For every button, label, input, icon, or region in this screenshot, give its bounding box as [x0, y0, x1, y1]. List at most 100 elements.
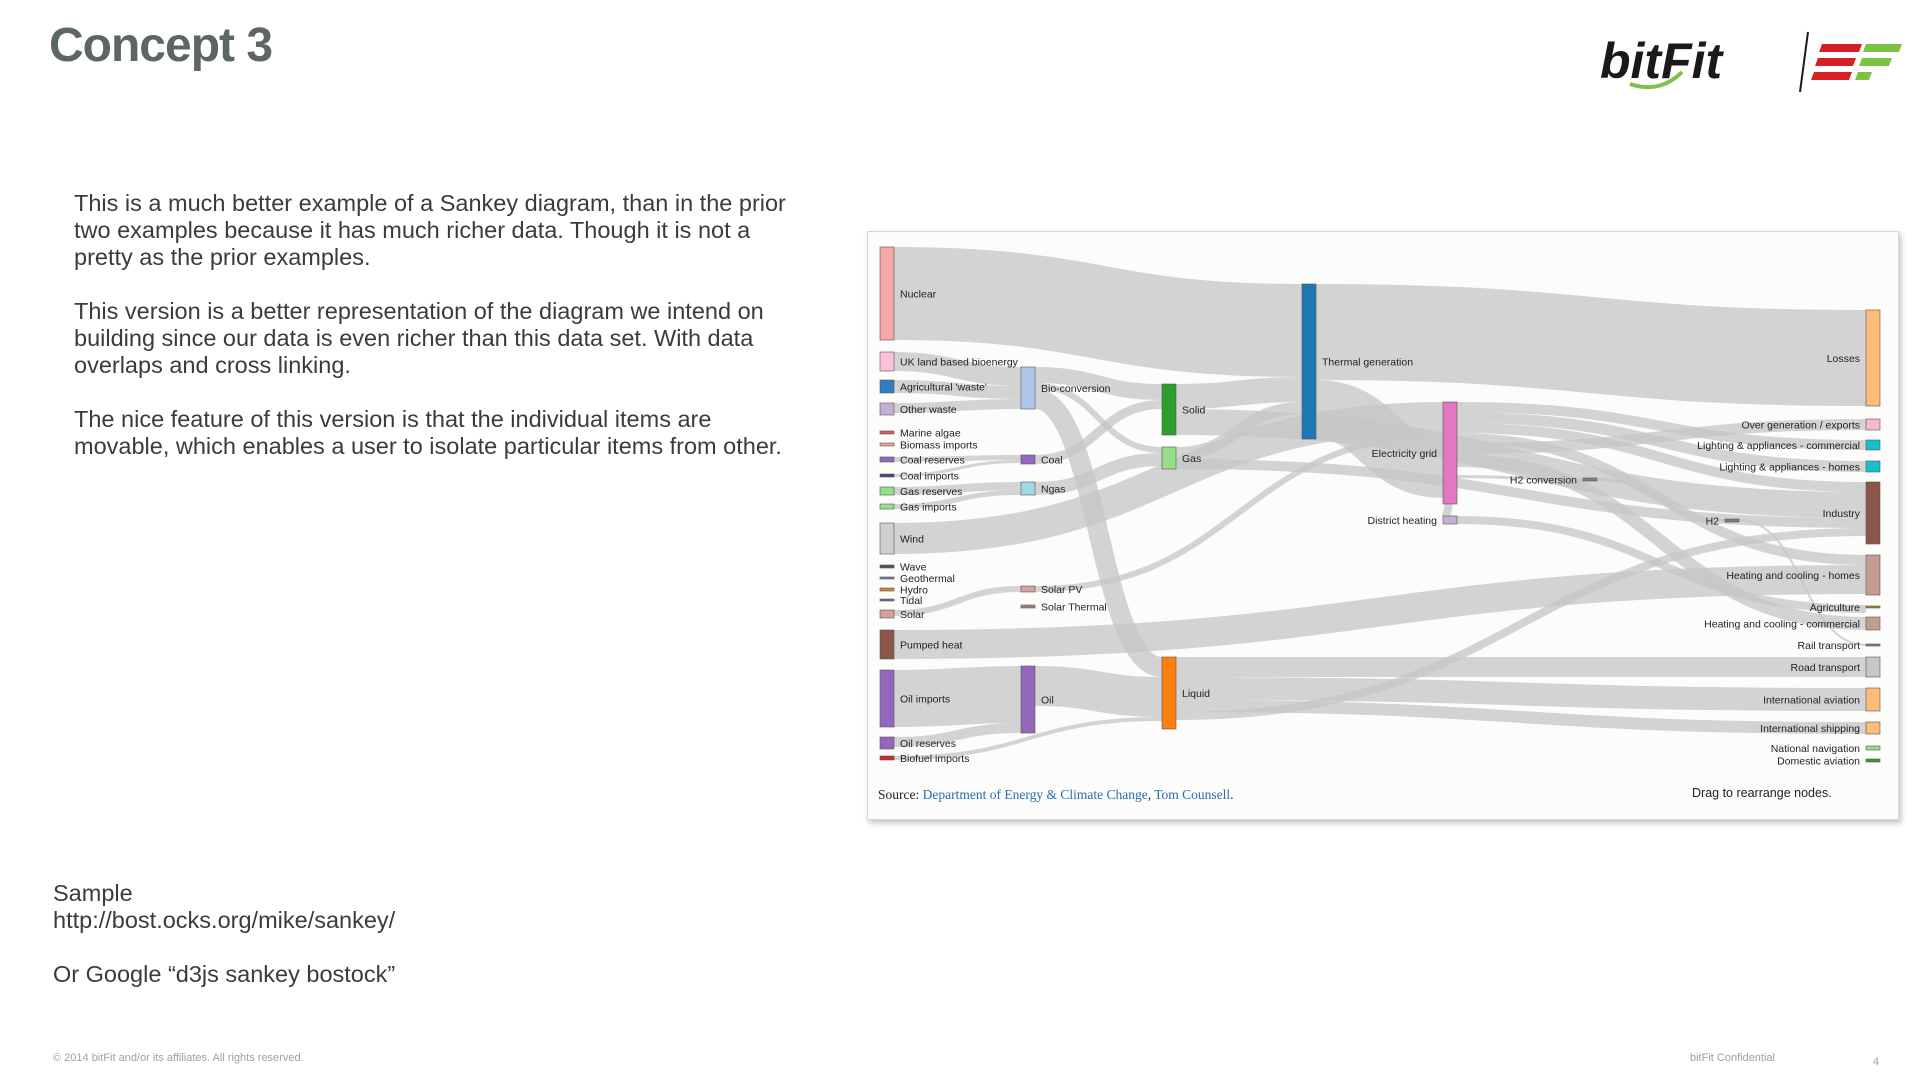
sankey-node-rect[interactable] — [879, 609, 895, 619]
sankey-node[interactable]: Lighting & appliances - homes — [1719, 460, 1881, 474]
sankey-node[interactable]: Heating and cooling - commercial — [1704, 616, 1881, 631]
sankey-node-rect[interactable] — [879, 473, 895, 478]
sankey-node-rect[interactable] — [1301, 283, 1317, 440]
sankey-node[interactable]: Biomass imports — [879, 440, 978, 452]
sankey-node[interactable]: Losses — [1827, 309, 1881, 407]
sankey-node[interactable]: Rail transport — [1798, 640, 1881, 652]
sankey-node[interactable]: Solid — [1161, 383, 1206, 436]
sankey-node[interactable]: Coal imports — [879, 471, 959, 483]
sankey-node-rect[interactable] — [1020, 585, 1036, 593]
sankey-node-rect[interactable] — [879, 576, 895, 580]
sankey-node[interactable]: Ngas — [1020, 481, 1066, 496]
sankey-node[interactable]: National navigation — [1771, 743, 1881, 755]
sankey-node-rect[interactable] — [1865, 687, 1881, 712]
sankey-node[interactable]: Solar — [879, 609, 925, 621]
sankey-node-rect[interactable] — [1020, 366, 1036, 410]
sankey-node[interactable]: Agriculture — [1810, 602, 1881, 614]
sankey-node-rect[interactable] — [879, 486, 895, 496]
sankey-node-rect[interactable] — [879, 402, 895, 416]
sankey-node[interactable]: Pumped heat — [879, 629, 963, 660]
sankey-node-rect[interactable] — [879, 755, 895, 761]
sankey-node[interactable]: Liquid — [1161, 656, 1210, 730]
sankey-node-rect[interactable] — [1582, 477, 1598, 482]
sankey-node-rect[interactable] — [879, 598, 895, 602]
sankey-node[interactable]: Road transport — [1791, 656, 1881, 678]
sankey-node[interactable]: International shipping — [1760, 721, 1881, 735]
sankey-node[interactable]: Electricity grid — [1372, 401, 1458, 505]
sankey-node-rect[interactable] — [879, 246, 895, 341]
sankey-node-rect[interactable] — [1865, 616, 1881, 631]
sankey-node-rect[interactable] — [879, 587, 895, 592]
sankey-node[interactable]: Other waste — [879, 402, 957, 416]
sankey-node-rect[interactable] — [1442, 401, 1458, 505]
sankey-node[interactable]: H2 conversion — [1510, 475, 1598, 487]
sankey-node[interactable]: Domestic aviation — [1777, 756, 1881, 768]
sankey-node[interactable]: Agricultural 'waste' — [879, 379, 987, 394]
sankey-node[interactable]: UK land based bioenergy — [879, 351, 1019, 372]
source-link-counsell[interactable]: Tom Counsell — [1154, 787, 1231, 802]
sankey-node-rect[interactable] — [879, 669, 895, 728]
sankey-node[interactable]: H2 — [1706, 516, 1740, 528]
sample-url[interactable]: http://bost.ocks.org/mike/sankey/ — [53, 907, 396, 933]
sankey-node[interactable]: International aviation — [1763, 687, 1881, 712]
sankey-node-rect[interactable] — [1161, 656, 1177, 730]
sankey-node-rect[interactable] — [1865, 745, 1881, 751]
sankey-node[interactable]: Coal — [1020, 454, 1063, 467]
sankey-node-rect[interactable] — [879, 736, 895, 750]
sankey-node[interactable]: Hydro — [879, 585, 928, 597]
sankey-node-rect[interactable] — [1865, 309, 1881, 407]
sankey-node-rect[interactable] — [1865, 656, 1881, 678]
sankey-node-rect[interactable] — [1442, 515, 1458, 525]
sankey-node-rect[interactable] — [1161, 383, 1177, 436]
sankey-node[interactable]: Thermal generation — [1301, 283, 1413, 440]
sankey-node[interactable]: Gas reserves — [879, 486, 962, 498]
sankey-node[interactable]: Oil reserves — [879, 736, 956, 750]
sankey-node-rect[interactable] — [879, 379, 895, 394]
sankey-node[interactable]: Wind — [879, 522, 924, 555]
sankey-node[interactable]: Solar PV — [1020, 584, 1082, 596]
sankey-node-rect[interactable] — [1020, 481, 1036, 496]
source-link-decc[interactable]: Department of Energy & Climate Change — [922, 787, 1148, 802]
sankey-node[interactable]: Coal reserves — [879, 455, 965, 467]
sankey-node[interactable]: Oil imports — [879, 669, 950, 728]
sankey-node-rect[interactable] — [879, 456, 895, 463]
sankey-node-rect[interactable] — [1724, 518, 1740, 523]
sankey-node-rect[interactable] — [1161, 446, 1177, 470]
sankey-node-rect[interactable] — [1865, 554, 1881, 596]
sankey-node[interactable]: Over generation / exports — [1742, 418, 1881, 432]
sankey-node-rect[interactable] — [1865, 758, 1881, 763]
sankey-node[interactable]: Tidal — [879, 595, 922, 607]
sankey-node[interactable]: Wave — [879, 562, 927, 574]
sankey-node-rect[interactable] — [879, 503, 895, 510]
sankey-node[interactable]: Gas imports — [879, 502, 957, 514]
sankey-node-rect[interactable] — [1865, 643, 1881, 647]
sankey-node-rect[interactable] — [1020, 665, 1036, 734]
sankey-node[interactable]: Biofuel imports — [879, 753, 969, 765]
sankey-node-rect[interactable] — [1865, 460, 1881, 473]
sankey-node-rect[interactable] — [879, 629, 895, 660]
sankey-node[interactable]: Oil — [1020, 665, 1054, 734]
sankey-diagram[interactable]: Nuclear UK land based bioenergy Agricultur… — [868, 232, 1898, 819]
sankey-node[interactable]: Marine algae — [879, 428, 961, 440]
sankey-node-rect[interactable] — [1865, 418, 1881, 431]
sankey-node-rect[interactable] — [1865, 481, 1881, 545]
sankey-node-rect[interactable] — [1865, 605, 1881, 609]
sankey-node-rect[interactable] — [1865, 439, 1881, 451]
sankey-node[interactable]: Solar Thermal — [1020, 602, 1107, 614]
sankey-node-rect[interactable] — [879, 430, 895, 435]
sankey-node[interactable]: Nuclear — [879, 246, 937, 341]
sankey-screenshot[interactable]: Nuclear UK land based bioenergy Agricultur… — [867, 231, 1899, 820]
sankey-node-rect[interactable] — [1020, 604, 1036, 609]
sankey-node[interactable]: Geothermal — [879, 573, 955, 585]
sankey-node[interactable]: Bio-conversion — [1020, 366, 1111, 410]
sankey-node[interactable]: Industry — [1823, 481, 1881, 545]
sankey-node[interactable]: Gas — [1161, 446, 1201, 470]
sankey-node-rect[interactable] — [879, 522, 895, 555]
sankey-node[interactable]: Lighting & appliances - commercial — [1697, 439, 1881, 452]
sankey-node[interactable]: District heating — [1368, 515, 1458, 527]
sankey-node-rect[interactable] — [879, 442, 895, 447]
sankey-node[interactable]: Heating and cooling - homes — [1726, 554, 1881, 596]
sankey-node-rect[interactable] — [1020, 454, 1036, 465]
sankey-node-rect[interactable] — [1865, 721, 1881, 735]
sankey-node-rect[interactable] — [879, 351, 895, 372]
